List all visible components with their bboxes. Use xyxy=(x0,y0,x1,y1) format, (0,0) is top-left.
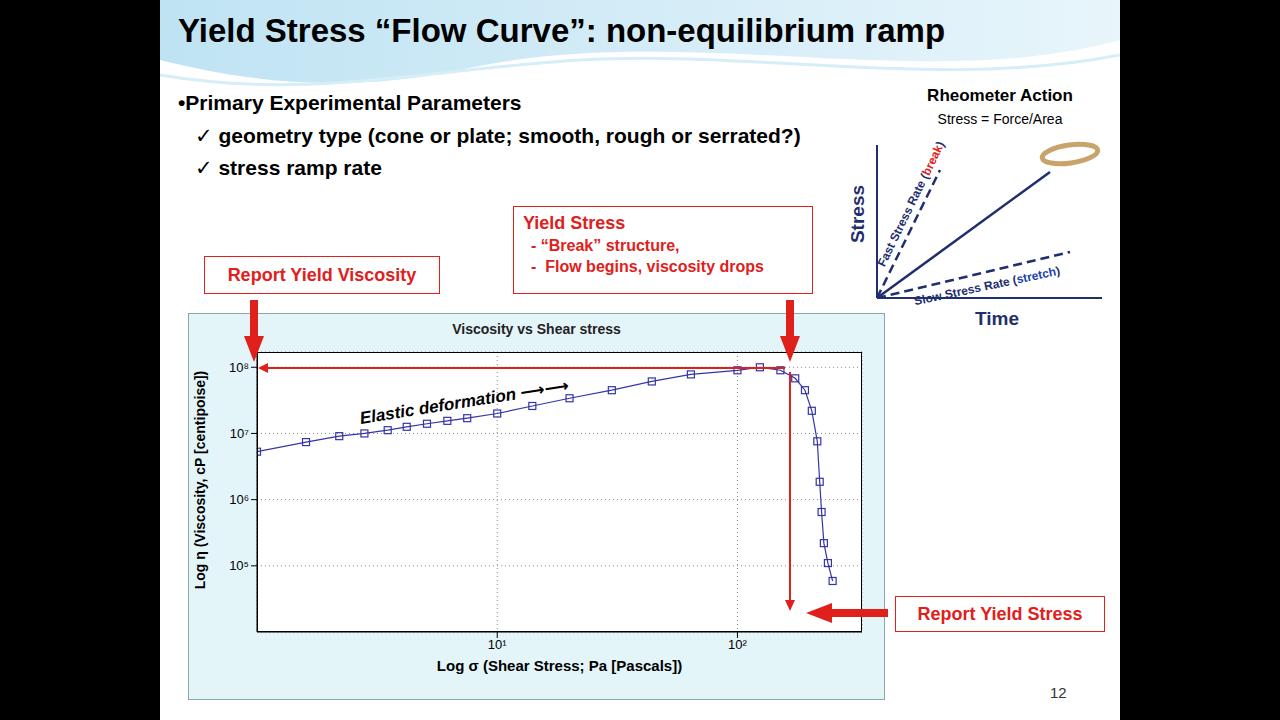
html-text:•Primary Experimental Paramete: •Primary Experimental Parameters xyxy=(178,91,522,114)
html-text:Time: Time xyxy=(975,308,1019,329)
html-text:Report Yield Viscosity: Report Yield Viscosity xyxy=(227,264,417,285)
html-text:12: 12 xyxy=(1050,684,1067,701)
svg-text:10⁸: 10⁸ xyxy=(229,360,249,375)
html-text:break: break xyxy=(919,142,946,178)
html-text:Yield Stress “Flow Curve”: non: Yield Stress “Flow Curve”: non-equilibri… xyxy=(178,12,946,49)
svg-text:10¹: 10¹ xyxy=(488,637,507,652)
svg-text:10²: 10² xyxy=(728,637,747,652)
html-text:Slow Stress Rate (: Slow Stress Rate ( xyxy=(912,272,1019,309)
html-text:Elastic deformation ⟶⟶: Elastic deformation ⟶⟶ xyxy=(358,376,571,428)
html-text:Stress = Force/Area: Stress = Force/Area xyxy=(937,111,1063,127)
html-text:Yield Stress: Yield Stress xyxy=(523,213,626,233)
html-text:- Flow begins, viscosity drops: - Flow begins, viscosity drops xyxy=(531,258,764,275)
html-text:Fast Stress Rate (: Fast Stress Rate ( xyxy=(874,171,932,269)
html-text:Rheometer Action: Rheometer Action xyxy=(927,86,1073,105)
html-text:Log σ (Shear Stress; Pa [Pasca: Log σ (Shear Stress; Pa [Pascals]) xyxy=(436,657,683,674)
html-text:Stress: Stress xyxy=(847,185,868,244)
html-text:✓ stress ramp rate: ✓ stress ramp rate xyxy=(195,156,382,179)
svg-text:10⁶: 10⁶ xyxy=(229,492,249,507)
html-text:✓ geometry type (cone or plate: ✓ geometry type (cone or plate; smooth, … xyxy=(195,124,801,147)
html-text:Log η (Viscosity, cP [centipoi: Log η (Viscosity, cP [centipoise]) xyxy=(192,370,208,590)
html-text:Report Yield Stress: Report Yield Stress xyxy=(917,603,1083,624)
html-text:- “Break” structure,: - “Break” structure, xyxy=(531,237,680,254)
svg-text:10⁵: 10⁵ xyxy=(229,558,249,573)
html-text:stretch: stretch xyxy=(1015,264,1058,287)
svg-text:10⁷: 10⁷ xyxy=(230,426,249,441)
html-text:Viscosity vs Shear stress: Viscosity vs Shear stress xyxy=(452,321,621,337)
